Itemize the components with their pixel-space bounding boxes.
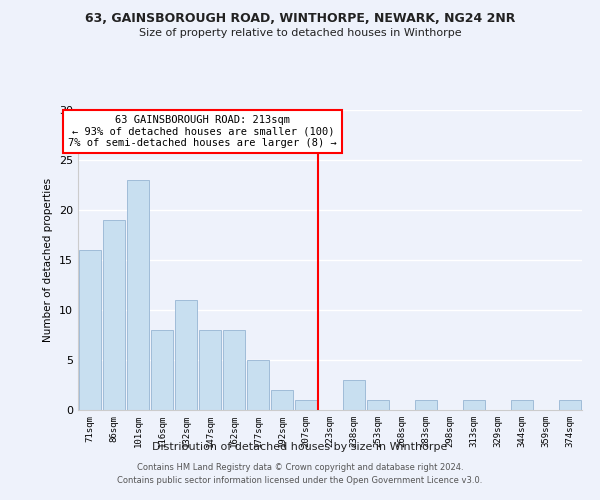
Text: Size of property relative to detached houses in Winthorpe: Size of property relative to detached ho… <box>139 28 461 38</box>
Bar <box>103 220 125 410</box>
Text: 63 GAINSBOROUGH ROAD: 213sqm
← 93% of detached houses are smaller (100)
7% of se: 63 GAINSBOROUGH ROAD: 213sqm ← 93% of de… <box>68 115 337 148</box>
Bar <box>343 380 365 410</box>
Bar <box>175 300 197 410</box>
Y-axis label: Number of detached properties: Number of detached properties <box>43 178 53 342</box>
Text: Distribution of detached houses by size in Winthorpe: Distribution of detached houses by size … <box>152 442 448 452</box>
Bar <box>151 330 173 410</box>
Bar <box>223 330 245 410</box>
Bar <box>367 400 389 410</box>
Bar <box>199 330 221 410</box>
Bar <box>415 400 437 410</box>
Bar <box>127 180 149 410</box>
Text: Contains HM Land Registry data © Crown copyright and database right 2024.
Contai: Contains HM Land Registry data © Crown c… <box>118 464 482 485</box>
Bar <box>79 250 101 410</box>
Bar <box>247 360 269 410</box>
Bar <box>271 390 293 410</box>
Bar <box>295 400 317 410</box>
Bar <box>559 400 581 410</box>
Bar <box>463 400 485 410</box>
Text: 63, GAINSBOROUGH ROAD, WINTHORPE, NEWARK, NG24 2NR: 63, GAINSBOROUGH ROAD, WINTHORPE, NEWARK… <box>85 12 515 26</box>
Bar <box>511 400 533 410</box>
